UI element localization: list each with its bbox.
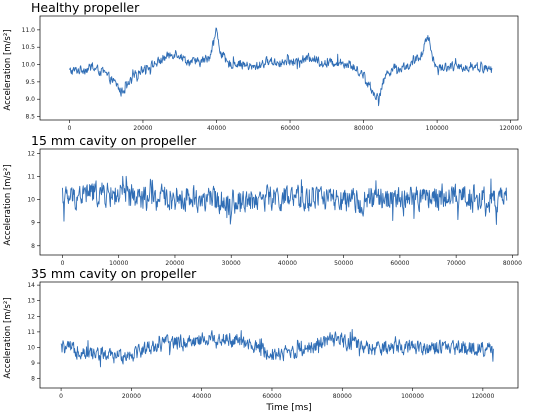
x-tick-label: 100000 [401,393,424,400]
x-tick-label: 60000 [390,260,409,267]
x-tick-label: 60000 [280,125,299,132]
y-tick-label: 9 [31,360,35,367]
y-tick-label: 9 [31,220,35,227]
y-tick-label: 13 [27,298,35,305]
x-tick-label: 40000 [192,393,211,400]
plot-frame [39,148,519,256]
x-tick-label: 80000 [333,393,352,400]
panel-title: Healthy propeller [31,0,140,15]
x-tick-label: 20000 [122,393,141,400]
x-tick-label: 120000 [499,125,522,132]
panel-title: 35 mm cavity on propeller [31,266,197,281]
panel-3: 35 mm cavity on propeller Acceleration [m… [3,266,519,413]
x-tick-label: 0 [59,393,63,400]
series-line [69,27,493,107]
series-line [60,328,494,368]
panel-2: 15 mm cavity on propeller Acceleration [m… [3,133,522,267]
y-tick-label: 12 [27,313,35,320]
plot-frame [39,15,519,121]
y-tick-label: 10.5 [22,44,36,51]
x-tick-label: 100000 [426,125,449,132]
x-tick-label: 40000 [207,125,226,132]
y-tick-label: 9.5 [25,79,35,86]
x-tick-label: 30000 [222,260,241,267]
series-line [62,175,508,225]
y-tick-label: 10.0 [22,62,36,69]
y-tick-label: 14 [27,282,35,289]
x-tick-label: 50000 [334,260,353,267]
x-tick-label: 0 [68,125,72,132]
y-tick-label: 11 [27,174,35,181]
panel-title: 15 mm cavity on propeller [31,133,197,148]
y-tick-label: 11 [27,329,35,336]
y-axis-label: Acceleration [m/s²] [3,164,13,245]
x-tick-label: 40000 [278,260,297,267]
y-tick-label: 10 [27,344,35,351]
x-tick-label: 0 [61,260,65,267]
x-tick-label: 80000 [354,125,373,132]
plot-frame [39,281,519,389]
x-tick-label: 60000 [262,393,281,400]
x-tick-label: 20000 [133,125,152,132]
x-tick-label: 80000 [503,260,522,267]
x-tick-label: 20000 [165,260,184,267]
y-tick-label: 12 [27,151,35,158]
x-axis-label: Time [ms] [265,403,311,413]
y-tick-label: 8 [31,376,35,383]
y-axis-label: Acceleration [m/s²] [3,29,13,110]
y-tick-label: 8.5 [25,114,35,121]
y-tick-label: 8 [31,243,35,250]
x-tick-label: 70000 [447,260,466,267]
y-tick-label: 11.0 [22,27,36,34]
x-tick-label: 120000 [471,393,494,400]
y-tick-label: 9.0 [25,96,35,103]
y-axis-label: Acceleration [m/s²] [3,297,13,378]
y-tick-label: 10 [27,197,35,204]
x-tick-label: 10000 [109,260,128,267]
panel-1: Healthy propeller Acceleration [m/s²] 0 200… [3,0,522,132]
